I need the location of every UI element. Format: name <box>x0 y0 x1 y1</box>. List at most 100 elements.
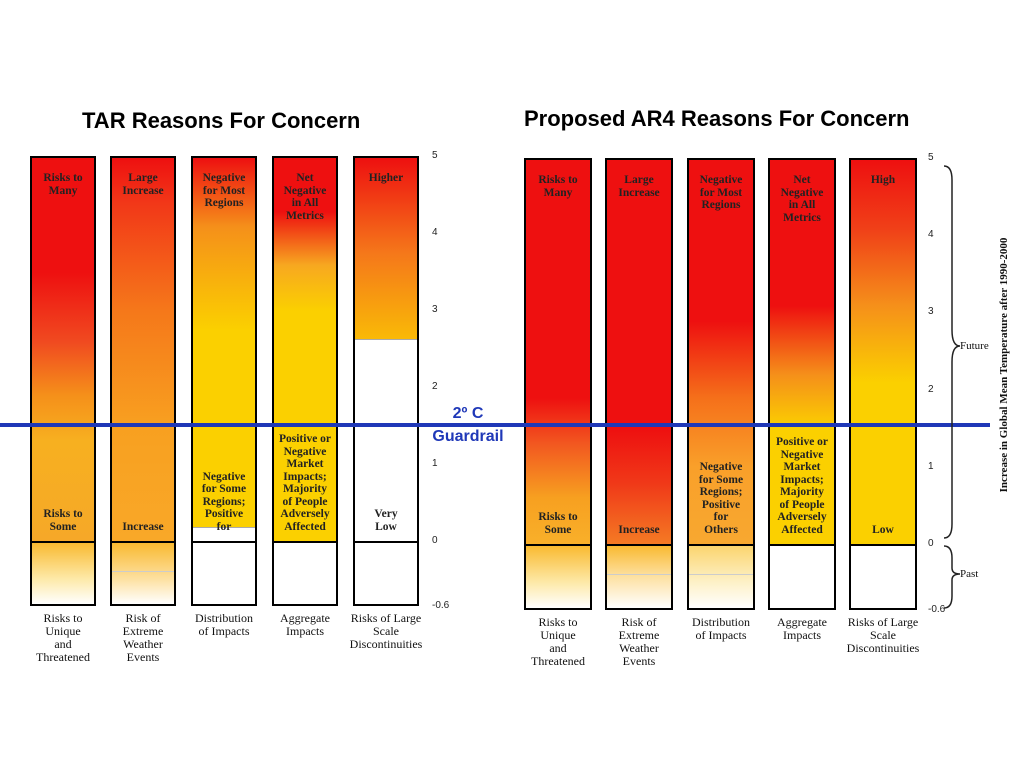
right-bar-5: High Low <box>849 158 917 610</box>
right-bar-mid-label: Negative for Some Regions; Positive for … <box>698 461 744 536</box>
left-bar-mid-label: Positive or Negative Market Impacts; Maj… <box>278 433 332 533</box>
left-bar-past-fill <box>193 541 255 604</box>
right-bar-bottom-label: Risks to Some <box>538 511 578 536</box>
left-bar-future-fill <box>355 158 417 541</box>
right-bar-zero-line <box>607 544 671 546</box>
right-bar-mid-label: Positive or Negative Market Impacts; Maj… <box>775 436 829 536</box>
right-bar-top-label: Large Increase <box>618 174 660 199</box>
left-bar-lower-white <box>355 339 417 541</box>
right-category-label-2: Risk of Extreme Weather Events <box>618 615 660 668</box>
left-bar-top-label: Risks to Many <box>43 172 83 197</box>
right-bar-future-fill <box>851 160 915 544</box>
right-bar-top-label: Negative for Most Regions <box>699 174 743 211</box>
left-category-label-5: Risks of Large Scale Discontinuities <box>349 611 423 651</box>
right-category-label-5: Risks of Large Scale Discontinuities <box>846 615 920 655</box>
left-bar-4: Net Negative in All Metrics Positive or N… <box>272 156 338 606</box>
right-bar-past-divider <box>689 574 753 575</box>
guardrail-word: Guardrail <box>432 428 504 445</box>
right-bar-zero-line <box>770 544 834 546</box>
guardrail-label: 2º C Guardrail <box>418 402 518 448</box>
left-y-tick: 1 <box>432 458 438 469</box>
right-bar-future-fill <box>689 160 753 544</box>
right-bar-past-divider <box>607 574 671 575</box>
left-bar-top-label: Large Increase <box>122 172 164 197</box>
left-bar-1: Risks to Many Risks to Some <box>30 156 96 606</box>
ar4-panel-title: Proposed AR4 Reasons For Concern <box>524 106 910 131</box>
left-bar-future-fill <box>32 158 94 541</box>
left-y-tick: 5 <box>432 150 438 161</box>
left-category-label-2: Risk of Extreme Weather Events <box>122 611 164 664</box>
left-bar-3: Negative for Most Regions Negative for So… <box>191 156 257 606</box>
left-bar-lower-white <box>193 526 255 541</box>
past-brace <box>943 545 961 609</box>
guardrail-temp: 2º C <box>452 405 484 422</box>
guardrail-line <box>0 423 990 427</box>
left-bar-zero-line <box>355 541 417 543</box>
left-bar-5: Higher Very Low <box>353 156 419 606</box>
right-y-tick: -0.6 <box>928 604 946 615</box>
left-bar-zero-line <box>193 541 255 543</box>
tar-panel-title: TAR Reasons For Concern <box>82 108 361 133</box>
right-category-label-1: Risks to Unique and Threatened <box>531 615 585 668</box>
right-y-tick: 2 <box>928 383 934 395</box>
left-bar-future-fill <box>193 158 255 541</box>
right-bar-bottom-label: Low <box>872 523 894 536</box>
past-label: Past <box>960 568 979 580</box>
left-bar-mid-label: Negative for Some Regions; Positive for <box>201 470 247 533</box>
right-bar-zero-line <box>851 544 915 546</box>
left-y-tick: 3 <box>432 304 438 315</box>
future-label: Future <box>960 340 989 352</box>
right-bar-top-label: High <box>870 174 896 186</box>
left-bar-2: Large Increase Increase <box>110 156 176 606</box>
left-category-label-1: Risks to Unique and Threatened <box>36 611 90 664</box>
right-y-tick: 1 <box>928 460 934 472</box>
right-bar-4: Net Negative in All Metrics Positive or N… <box>768 158 836 610</box>
right-y-tick: 3 <box>928 306 934 318</box>
left-category-label-3: Distribution of Impacts <box>194 611 253 638</box>
left-y-tick: 0 <box>432 535 438 546</box>
left-bar-past-fill <box>355 541 417 604</box>
left-bar-bottom-label: Risks to Some <box>43 508 83 533</box>
left-bar-top-label: Higher <box>368 172 404 184</box>
right-bar-top-label: Net Negative in All Metrics <box>780 174 824 224</box>
left-y-tick: 2 <box>432 381 438 392</box>
left-bar-top-label: Net Negative in All Metrics <box>283 172 327 222</box>
left-bar-zero-line <box>32 541 94 543</box>
left-bar-past-fill <box>32 541 94 604</box>
right-category-label-4: Aggregate Impacts <box>777 615 827 642</box>
right-bar-past-fill <box>526 544 590 608</box>
right-y-tick: 4 <box>928 229 934 241</box>
right-bar-future-fill <box>770 160 834 544</box>
right-bar-future-fill <box>526 160 590 544</box>
left-category-label-4: Aggregate Impacts <box>280 611 330 638</box>
left-y-tick: -0.6 <box>432 600 450 611</box>
right-bar-top-label: Risks to Many <box>538 174 578 199</box>
left-bar-future-fill <box>274 158 336 541</box>
right-bar-bottom-label: Increase <box>618 523 660 536</box>
left-y-tick: 4 <box>432 227 438 238</box>
future-brace <box>943 165 961 539</box>
right-bar-past-fill <box>770 544 834 608</box>
right-bar-3: Negative for Most Regions Negative for So… <box>687 158 755 610</box>
left-bar-past-divider <box>112 571 174 572</box>
left-bar-zero-line <box>274 541 336 543</box>
right-bar-past-fill <box>851 544 915 608</box>
right-category-label-3: Distribution of Impacts <box>691 615 750 642</box>
right-bar-2: Large Increase Increase <box>605 158 673 610</box>
left-bar-bottom-label: Increase <box>122 520 164 533</box>
right-bar-past-fill <box>689 544 753 608</box>
right-y-tick: 5 <box>928 152 934 163</box>
right-bar-zero-line <box>689 544 753 546</box>
right-bar-past-fill <box>607 544 671 608</box>
future-past-braces <box>943 165 961 609</box>
right-bar-zero-line <box>526 544 590 546</box>
right-bar-1: Risks to Many Risks to Some <box>524 158 592 610</box>
left-bar-bottom-label: Very Low <box>374 508 398 533</box>
left-bar-future-fill <box>112 158 174 541</box>
y-axis-title: Increase in Global Mean Temperature afte… <box>998 237 1010 493</box>
left-bar-past-fill <box>112 541 174 604</box>
left-bar-top-label: Negative for Most Regions <box>202 172 246 209</box>
left-bar-zero-line <box>112 541 174 543</box>
left-bar-past-fill <box>274 541 336 604</box>
right-y-tick: 0 <box>928 538 934 549</box>
